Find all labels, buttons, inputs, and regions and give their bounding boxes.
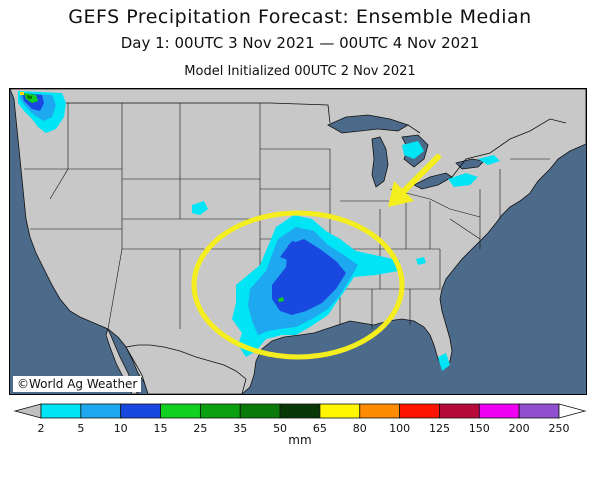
legend-tick-label: 15 xyxy=(154,422,168,435)
precipitation-legend: 2 5 10 15 25 35 50 65 80 100 125 150 200 250 xyxy=(11,402,589,462)
precipitation-map: ©World Ag Weather xyxy=(9,88,587,395)
legend-colorbar: 2 5 10 15 25 35 50 65 80 100 125 150 200 250 xyxy=(13,403,587,435)
credit-label: ©World Ag Weather xyxy=(13,376,142,392)
legend-tick-label: 250 xyxy=(549,422,570,435)
map-canvas xyxy=(10,89,586,394)
legend-swatch xyxy=(439,403,480,419)
legend-end-left xyxy=(13,403,42,419)
us-canada-border xyxy=(22,102,567,178)
lake-ontario xyxy=(455,158,485,170)
legend-swatch xyxy=(319,403,361,419)
legend-tick-label: 200 xyxy=(509,422,530,435)
legend-swatch xyxy=(478,403,520,419)
legend-end-right xyxy=(558,403,587,419)
legend-swatch xyxy=(120,403,161,419)
legend-swatch xyxy=(518,403,560,419)
legend-swatch xyxy=(399,403,440,419)
legend-tick-label: 25 xyxy=(193,422,207,435)
legend-tick-label: 50 xyxy=(273,422,287,435)
arrow-annotation xyxy=(388,154,441,207)
mexico-land xyxy=(125,344,247,394)
lake-michigan xyxy=(371,136,389,188)
legend-tick-label: 5 xyxy=(77,422,84,435)
precip-colorado xyxy=(192,201,208,215)
legend-tick-label: 100 xyxy=(389,422,410,435)
highlight-circle xyxy=(191,210,405,360)
baja-peninsula xyxy=(105,327,139,394)
precip-northwest xyxy=(18,91,66,133)
legend-tick-label: 35 xyxy=(233,422,247,435)
legend-swatch xyxy=(279,403,321,419)
legend-tick-label: 125 xyxy=(429,422,450,435)
legend-unit: mm xyxy=(288,433,312,447)
legend-tick-label: 150 xyxy=(469,422,490,435)
legend-tick-label: 65 xyxy=(313,422,327,435)
map-title: GEFS Precipitation Forecast: Ensemble Me… xyxy=(68,6,532,28)
precip-florida xyxy=(438,353,450,371)
precip-great-lakes-1 xyxy=(402,141,424,159)
precip-south-central xyxy=(232,215,400,357)
legend-swatch xyxy=(80,403,122,419)
legend-swatch xyxy=(359,403,401,419)
legend-swatch xyxy=(199,403,241,419)
legend-swatch xyxy=(239,403,281,419)
precip-great-lakes-3 xyxy=(478,155,500,165)
legend-swatch xyxy=(40,403,82,419)
legend-tick-label: 10 xyxy=(114,422,128,435)
model-initialized: Model Initialized 00UTC 2 Nov 2021 xyxy=(184,64,416,79)
legend-tick-label: 80 xyxy=(353,422,367,435)
legend-swatch xyxy=(160,403,201,419)
lake-superior xyxy=(327,114,409,134)
forecast-period: Day 1: 00UTC 3 Nov 2021 — 00UTC 4 Nov 20… xyxy=(120,34,480,52)
legend-tick-label: 2 xyxy=(38,422,45,435)
precip-east xyxy=(416,257,426,265)
precip-great-lakes-2 xyxy=(448,173,478,187)
